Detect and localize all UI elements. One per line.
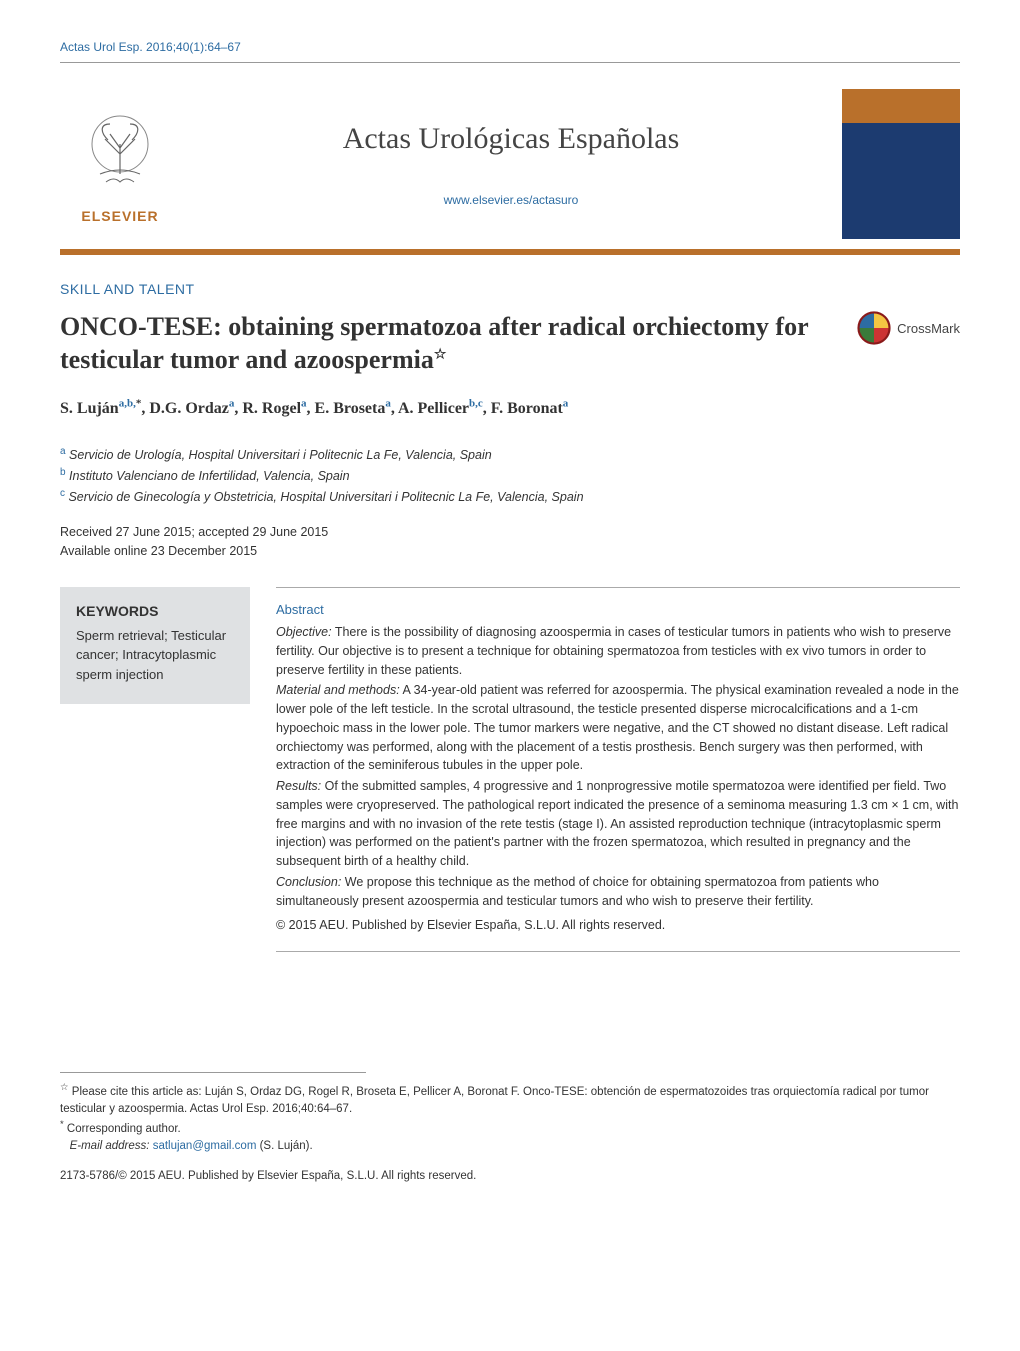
journal-title-block: Actas Urológicas Españolas www.elsevier.… — [200, 122, 822, 207]
conclusion-label: Conclusion: — [276, 875, 341, 889]
publisher-label: ELSEVIER — [81, 208, 158, 224]
abstract-material: Material and methods: A 34-year-old pati… — [276, 681, 960, 775]
journal-cover-thumbnail — [842, 89, 960, 239]
journal-title: Actas Urológicas Españolas — [200, 122, 822, 156]
publisher-logo-block: ELSEVIER — [60, 104, 180, 224]
footnote-rule — [60, 1072, 366, 1073]
footnotes: ☆ Please cite this article as: Luján S, … — [60, 1081, 960, 1156]
abstract-objective: Objective: There is the possibility of d… — [276, 623, 960, 679]
abstract-copyright: © 2015 AEU. Published by Elsevier España… — [276, 916, 960, 935]
article-title-text: ONCO-TESE: obtaining spermatozoa after r… — [60, 312, 808, 374]
issn-copyright: 2173-5786/© 2015 AEU. Published by Elsev… — [60, 1170, 960, 1182]
received-accepted-date: Received 27 June 2015; accepted 29 June … — [60, 523, 960, 542]
results-label: Results: — [276, 779, 321, 793]
abstract-heading: Abstract — [276, 600, 960, 620]
corr-text: Corresponding author. — [64, 1123, 181, 1135]
cite-text: Please cite this article as: Luján S, Or… — [60, 1086, 929, 1115]
journal-header: ELSEVIER Actas Urológicas Españolas www.… — [60, 75, 960, 255]
keywords-panel: KEYWORDS Sperm retrieval; Testicular can… — [60, 587, 250, 705]
online-date: Available online 23 December 2015 — [60, 542, 960, 561]
objective-text: There is the possibility of diagnosing a… — [276, 625, 951, 677]
abstract-body: Abstract Objective: There is the possibi… — [276, 587, 960, 953]
conclusion-text: We propose this technique as the method … — [276, 875, 879, 908]
title-footnote-star: ☆ — [434, 347, 447, 362]
email-suffix: (S. Luján). — [256, 1140, 312, 1152]
elsevier-tree-icon — [70, 104, 170, 204]
abstract-conclusion: Conclusion: We propose this technique as… — [276, 873, 960, 911]
keywords-list: Sperm retrieval; Testicular cancer; Intr… — [76, 626, 234, 685]
crossmark-icon — [857, 311, 891, 345]
corresponding-author-footnote: * Corresponding author. — [60, 1118, 960, 1138]
journal-url-link[interactable]: www.elsevier.es/actasuro — [444, 193, 579, 207]
affiliations: a Servicio de Urología, Hospital Univers… — [60, 444, 960, 507]
keywords-heading: KEYWORDS — [76, 601, 234, 622]
cite-star: ☆ — [60, 1082, 69, 1093]
author-list: S. Lujána,b,*, D.G. Ordaza, R. Rogela, E… — [60, 398, 960, 418]
email-label: E-mail address: — [70, 1140, 153, 1152]
crossmark-label: CrossMark — [897, 321, 960, 336]
crossmark-badge[interactable]: CrossMark — [857, 311, 960, 345]
cite-as-footnote: ☆ Please cite this article as: Luján S, … — [60, 1081, 960, 1118]
material-label: Material and methods: — [276, 683, 400, 697]
abstract-results: Results: Of the submitted samples, 4 pro… — [276, 777, 960, 871]
objective-label: Objective: — [276, 625, 332, 639]
article-title: ONCO-TESE: obtaining spermatozoa after r… — [60, 311, 837, 376]
running-head: Actas Urol Esp. 2016;40(1):64–67 — [60, 40, 960, 63]
email-footnote: E-mail address: satlujan@gmail.com (S. L… — [60, 1138, 960, 1155]
author-email-link[interactable]: satlujan@gmail.com — [153, 1140, 257, 1152]
section-label: SKILL AND TALENT — [60, 281, 960, 297]
article-dates: Received 27 June 2015; accepted 29 June … — [60, 523, 960, 561]
results-text: Of the submitted samples, 4 progressive … — [276, 779, 958, 868]
